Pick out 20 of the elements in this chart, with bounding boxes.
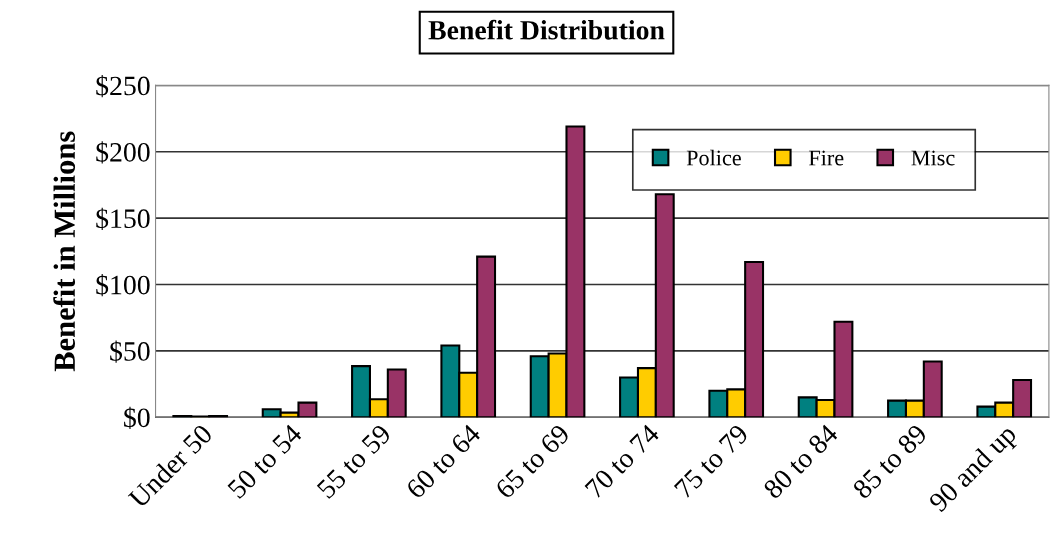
y-tick-label: $200 [96, 141, 150, 164]
y-tick-label: $50 [110, 340, 150, 363]
y-tick-label: $0 [124, 406, 150, 429]
y-axis-title: Benefit in Millions [53, 131, 76, 372]
x-tick-label: 60 to 64 [405, 422, 482, 500]
x-tick-label: 65 to 69 [494, 423, 571, 500]
x-tick-label: 70 to 74 [584, 422, 661, 500]
legend-label: Fire [808, 150, 844, 166]
y-tick-label: $250 [96, 74, 150, 98]
x-tick-label: 85 to 89 [851, 423, 928, 500]
x-tick-label: 75 to 79 [673, 423, 750, 500]
y-tick-label: $150 [96, 207, 150, 230]
x-tick-label: 50 to 54 [226, 422, 304, 500]
x-tick-label: 90 and up [927, 422, 1022, 517]
legend-label: Police [686, 149, 741, 166]
x-tick-label: 80 to 84 [762, 422, 840, 500]
y-tick-label: $100 [96, 274, 150, 297]
legend-label: Misc [911, 150, 955, 166]
chart-title: Benefit Distribution [428, 19, 665, 40]
x-tick-label: 55 to 59 [316, 423, 392, 500]
